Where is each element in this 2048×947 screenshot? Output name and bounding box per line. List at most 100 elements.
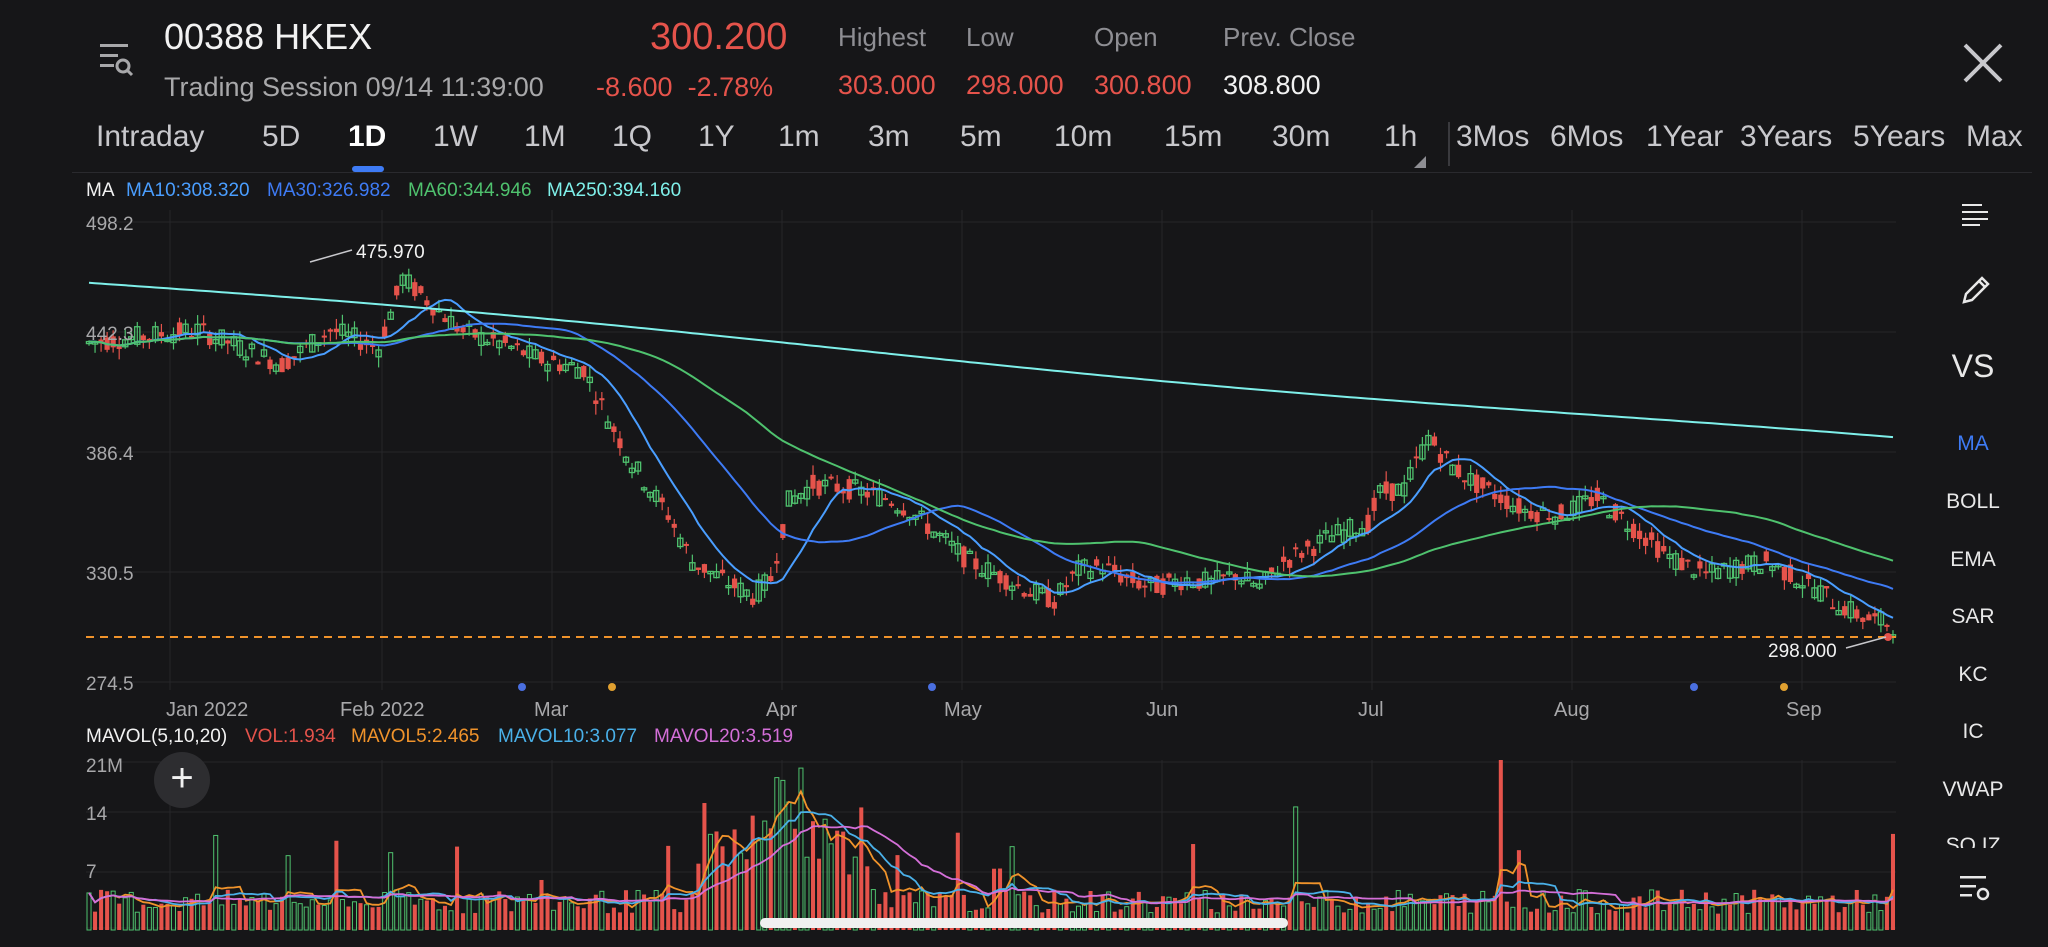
tab-6mos[interactable]: 6Mos [1550, 120, 1624, 153]
ic-indicator-button[interactable]: IC [1962, 720, 1984, 743]
volume-bar [1197, 899, 1202, 930]
candle-body [496, 340, 503, 349]
candle-body [942, 533, 950, 538]
volume-bar [364, 904, 370, 931]
volume-bar [653, 890, 659, 931]
add-indicator-button[interactable]: + [154, 752, 210, 808]
volume-bar [1661, 910, 1667, 931]
tab-3years[interactable]: 3Years [1740, 120, 1833, 153]
tab-15min[interactable]: 15m [1164, 120, 1223, 153]
volume-bar [1450, 895, 1455, 930]
tab-5years[interactable]: 5Years [1853, 120, 1946, 153]
tab-3mos[interactable]: 3Mos [1456, 120, 1530, 153]
soiz-indicator-button[interactable]: SO.IZ [1945, 834, 2001, 848]
candle-body [110, 336, 116, 348]
candle-body [1824, 586, 1830, 589]
boll-indicator-button[interactable]: BOLL [1946, 490, 2000, 513]
volume-bar [575, 906, 580, 930]
close-icon[interactable] [1962, 42, 2004, 84]
tab-30min[interactable]: 30m [1272, 120, 1331, 153]
volume-bar [1866, 911, 1872, 931]
candle-body [1112, 564, 1118, 573]
volume-bar [852, 856, 858, 931]
candle-body [1413, 456, 1419, 459]
volume-bar [545, 894, 550, 930]
candle-body [821, 479, 829, 487]
candle-body [188, 335, 195, 338]
tab-1q[interactable]: 1Q [612, 120, 653, 153]
volume-bar [587, 898, 592, 930]
volume-bar [231, 903, 237, 931]
candle-body [1750, 555, 1758, 572]
volume-bar [1733, 893, 1739, 931]
volume-bar [1106, 891, 1112, 931]
menu-search-icon[interactable] [98, 38, 134, 78]
tab-1min[interactable]: 1m [778, 120, 820, 153]
volume-bar [170, 905, 176, 931]
volume-bar [1480, 890, 1486, 931]
candle-body [1649, 532, 1655, 540]
ema-indicator-button[interactable]: EMA [1950, 548, 1996, 571]
volume-bar [1535, 908, 1540, 930]
candle-body [1732, 559, 1740, 579]
candle-body [1842, 606, 1848, 616]
price-chart[interactable]: 498.2 442.3 386.4 330.5 274.5 Jan 2022 Feb 202… [0, 0, 1924, 947]
candle-body [1371, 497, 1377, 511]
candle-body [997, 571, 1003, 584]
tab-3min[interactable]: 3m [868, 120, 910, 153]
candle-body [834, 483, 840, 492]
candle-body [1389, 483, 1395, 501]
tab-1year[interactable]: 1Year [1646, 120, 1724, 153]
candle-body [628, 467, 636, 474]
tab-10min[interactable]: 10m [1054, 120, 1113, 153]
tab-1w[interactable]: 1W [433, 120, 478, 153]
indicator-settings-icon[interactable] [1958, 872, 1992, 904]
volume-bar [1510, 906, 1516, 931]
volume-bar [1607, 909, 1612, 930]
candle-body [640, 487, 648, 491]
candle-body [321, 335, 327, 338]
mavol-line [88, 825, 1894, 906]
volume-bar [117, 903, 122, 930]
vs-button[interactable]: VS [1951, 348, 1995, 384]
volume-bar [726, 866, 731, 930]
volume-bar [798, 767, 804, 931]
volume-bar [1401, 906, 1407, 931]
tab-1y[interactable]: 1Y [698, 120, 735, 153]
tab-5min[interactable]: 5m [960, 120, 1002, 153]
trading-session: Trading Session 09/14 11:39:00 [164, 72, 544, 102]
tab-1h[interactable]: 1h [1384, 120, 1418, 153]
stat-label-prev-close: Prev. Close [1223, 22, 1356, 52]
ma-indicator-button[interactable]: MA [1957, 432, 1989, 455]
tab-1m[interactable]: 1M [524, 120, 566, 153]
candle-body [659, 497, 665, 503]
candle-body [514, 343, 520, 346]
candle-body [279, 358, 285, 373]
list-settings-icon[interactable] [1960, 200, 1990, 228]
volume-bar [1432, 904, 1437, 930]
sar-indicator-button[interactable]: SAR [1951, 605, 1995, 628]
pencil-icon[interactable] [1960, 272, 1992, 306]
ma10-legend: MA10:308.320 [126, 180, 250, 201]
volume-bar [514, 896, 520, 931]
volume-bar [1341, 912, 1346, 930]
kc-indicator-button[interactable]: KC [1958, 663, 1988, 686]
vwap-indicator-button[interactable]: VWAP [1942, 778, 2004, 801]
volume-bar [1275, 904, 1280, 930]
home-indicator[interactable] [760, 918, 1288, 928]
tab-5d[interactable]: 5D [262, 120, 301, 153]
volume-bar [913, 902, 919, 931]
month-axis-label: Apr [766, 699, 797, 721]
timeframe-dropdown-icon[interactable] [1414, 156, 1426, 168]
volume-bar [316, 904, 321, 930]
volume-bar [533, 902, 538, 930]
tab-max[interactable]: Max [1966, 120, 2023, 153]
volume-bar [1758, 897, 1763, 930]
tab-1d[interactable]: 1D [348, 120, 387, 153]
candle-body [399, 274, 406, 286]
candle-body [1763, 551, 1769, 562]
candle-body [888, 503, 895, 506]
volume-bar [1721, 898, 1727, 931]
tab-intraday[interactable]: Intraday [96, 120, 205, 153]
candle-body [1238, 580, 1245, 585]
